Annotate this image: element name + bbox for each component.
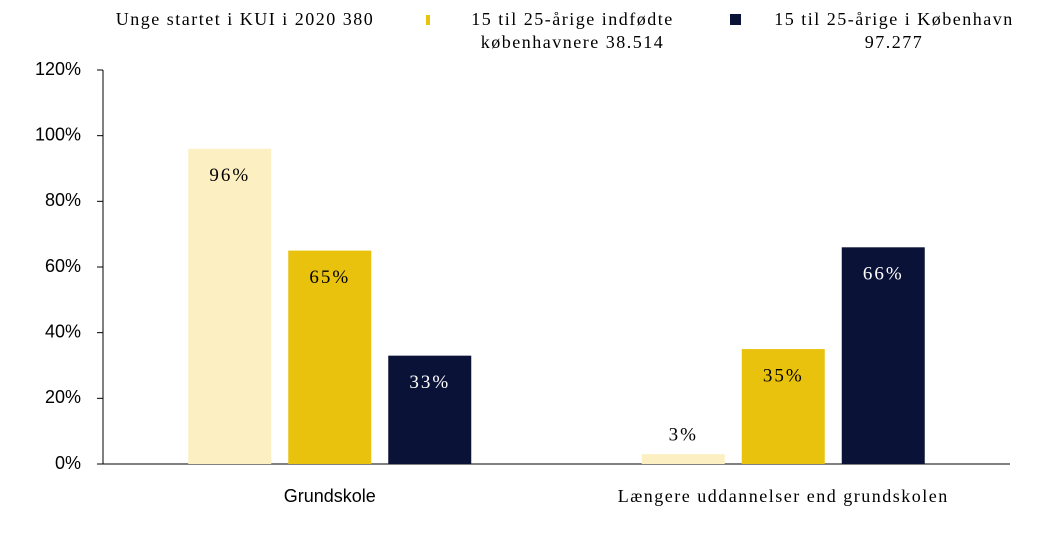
bar bbox=[388, 355, 472, 464]
y-tick-label: 40% bbox=[45, 321, 81, 341]
value-label: 66% bbox=[863, 264, 904, 285]
y-tick-label: 60% bbox=[45, 256, 81, 276]
y-tick-label: 80% bbox=[45, 190, 81, 210]
legend-label: Unge startet i KUI i 2020 380 bbox=[115, 9, 375, 29]
legend-swatch bbox=[426, 15, 430, 25]
bar bbox=[641, 454, 725, 464]
value-label: 33% bbox=[409, 372, 450, 393]
bar bbox=[288, 250, 372, 464]
x-tick-label: Længere uddannelser end grundskolen bbox=[617, 486, 949, 506]
bar bbox=[188, 148, 272, 465]
bar bbox=[841, 247, 925, 464]
legend-label: 15 til 25-årige indfødte københavnere 38… bbox=[471, 9, 674, 52]
value-label: 35% bbox=[763, 365, 804, 386]
value-label: 3% bbox=[669, 425, 698, 446]
value-label: 96% bbox=[209, 165, 250, 186]
y-tick-label: 120% bbox=[35, 59, 81, 79]
legend-swatch bbox=[730, 14, 741, 25]
y-tick-label: 0% bbox=[55, 453, 81, 473]
value-label: 65% bbox=[309, 267, 350, 288]
x-tick-label: Grundskole bbox=[283, 486, 376, 506]
y-tick-label: 100% bbox=[35, 124, 81, 144]
legend-label: 15 til 25-årige i København 97.277 bbox=[774, 9, 1014, 52]
bar bbox=[741, 349, 825, 464]
y-tick-label: 20% bbox=[45, 387, 81, 407]
